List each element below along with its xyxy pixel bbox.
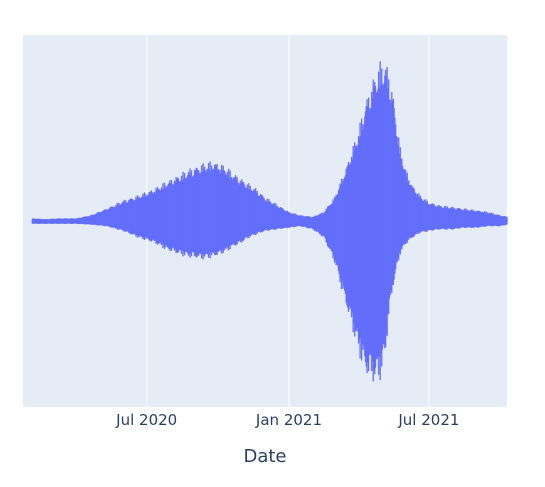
x-tick-label: Jul 2020 xyxy=(115,411,177,429)
series-start-point xyxy=(47,219,50,224)
x-tick-label: Jul 2021 xyxy=(397,411,459,429)
x-tick-labels: Jul 2020 Jan 2021 Jul 2021 xyxy=(115,411,459,429)
series-area xyxy=(31,61,508,382)
x-tick-label: Jan 2021 xyxy=(255,411,322,429)
x-axis-title: Date xyxy=(243,446,286,467)
